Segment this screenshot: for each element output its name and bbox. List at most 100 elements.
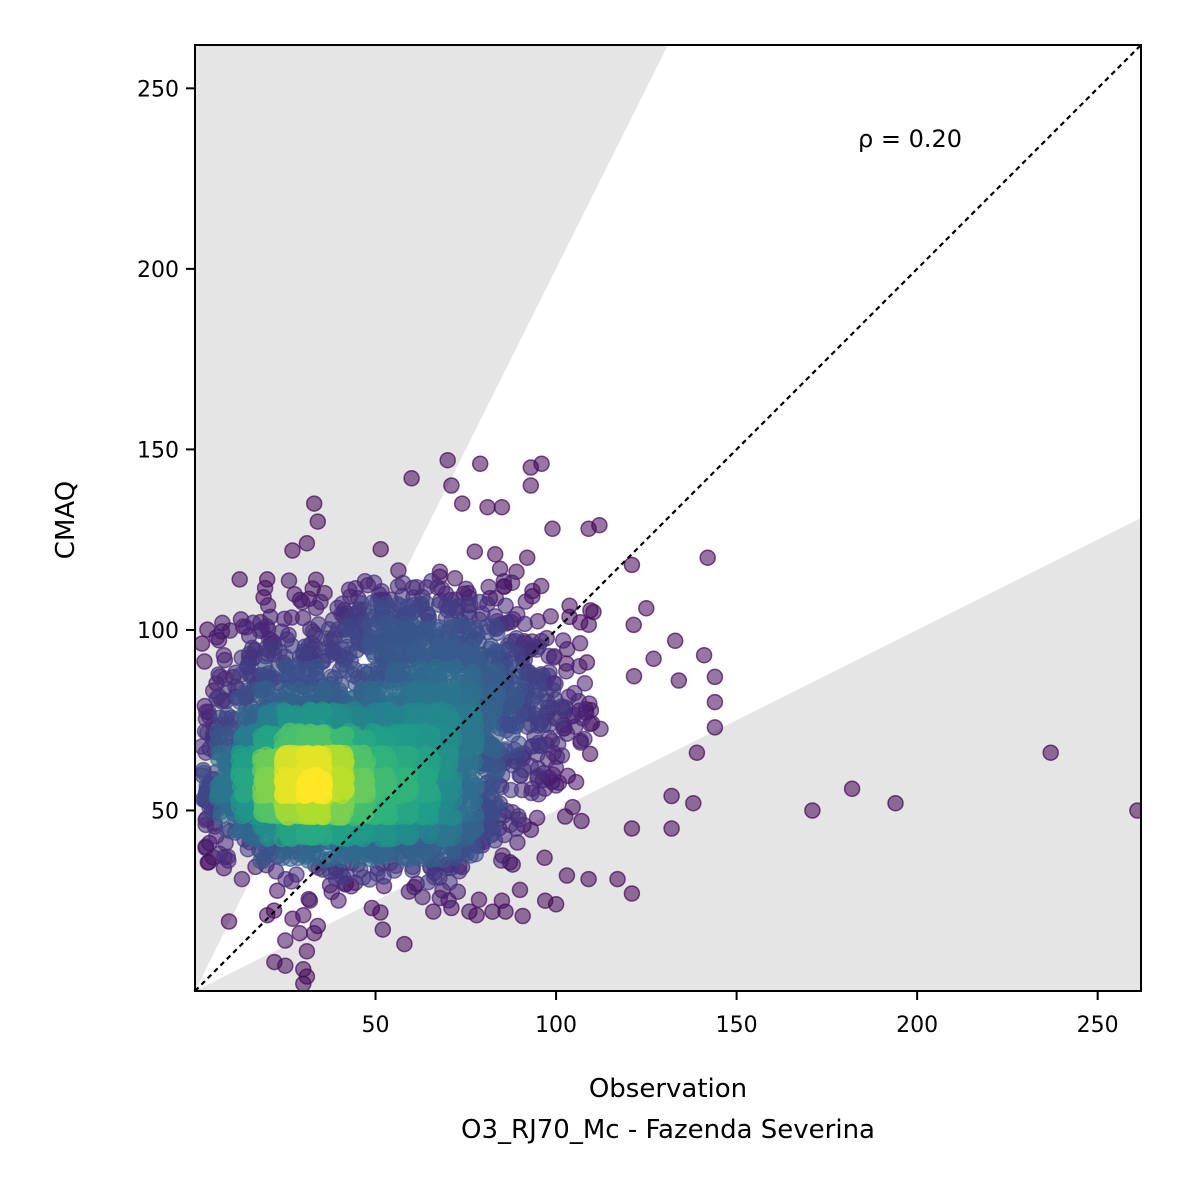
scatter-point [273,772,291,789]
y-axis-ticks: 50 100 150 200 250 [137,77,195,824]
scatter-point [576,675,594,692]
scatter-point [236,805,253,823]
scatter-point [706,693,724,711]
scatter-point [581,745,599,763]
scatter-point [503,574,521,592]
scatter-point [453,495,471,512]
scatter-point [294,594,311,611]
scatter-point [391,597,408,615]
scatter-point [220,913,238,930]
scatter-point [283,873,300,890]
x-axis-subtitle: O3_RJ70_Mc - Fazenda Severina [461,1115,875,1145]
scatter-point [580,616,598,634]
scatter-point [422,851,439,869]
scatter-point [623,820,641,837]
scatter-point [253,621,271,638]
scatter-point [443,477,460,494]
scatter-point [217,710,235,728]
scatter-point [522,459,540,476]
scatter-point [309,513,327,530]
scatter-point [482,779,500,796]
scatter-point [524,738,542,755]
scatter-point [533,666,550,683]
scatter-point [291,924,308,942]
scatter-point [395,725,413,742]
scatter-point [233,870,251,888]
scatter-point [550,774,568,791]
scatter-point [497,597,514,614]
scatter-point [446,570,464,587]
scatter-point [446,658,463,676]
scatter-point [307,599,325,617]
x-tick-label: 200 [896,1013,938,1038]
scatter-point [494,847,511,864]
scatter-point [316,680,333,697]
scatter-point [460,596,477,614]
scatter-point [258,679,275,697]
scatter-point [544,520,561,538]
scatter-point [645,650,662,668]
scatter-point [493,498,511,516]
scatter-point [277,957,294,974]
scatter-point [377,595,395,613]
scatter-point [210,666,227,683]
scatter-point [283,637,301,654]
y-axis-title: CMAQ [51,481,81,559]
scatter-point [531,681,549,699]
scatter-point [329,599,346,617]
scatter-point [300,890,317,908]
x-axis-title: Observation [589,1074,747,1104]
scatter-point [580,870,597,888]
scatter-point [532,577,550,595]
scatter-point [706,668,724,686]
y-tick-label: 200 [137,258,179,283]
scatter-point [663,820,680,837]
scatter-point [529,613,547,630]
scatter-point [389,578,407,595]
scatter-point [546,647,563,665]
scatter-point [582,602,599,619]
scatter-point [441,756,459,774]
scatter-point [638,600,655,617]
scatter-point [511,881,529,899]
scatter-point [284,542,301,559]
y-tick-label: 50 [151,799,179,824]
scatter-point [463,738,480,755]
scatter-point [468,778,485,795]
scatter-point [609,870,626,888]
y-tick-label: 250 [137,77,179,102]
scatter-point [518,549,536,566]
scatter-point [486,546,504,563]
y-tick-label: 100 [137,619,179,644]
scatter-point [423,572,440,590]
scatter-point [399,784,417,802]
scatter-points [195,451,1141,991]
scatter-point [358,780,375,798]
scatter-point [663,787,680,805]
scatter-point [305,495,323,512]
scatter-point [685,794,702,812]
y-tick-label: 150 [137,438,179,463]
scatter-point [670,672,688,689]
scatter-point [530,786,547,803]
scatter-point [395,749,413,766]
scatter-point [502,781,520,799]
scatter-point [196,653,213,670]
scatter-point [522,757,540,775]
correlation-annotation: ρ = 0.20 [858,125,962,153]
scatter-point [295,906,312,924]
scatter-point [311,704,329,721]
scatter-point [571,657,588,675]
scatter-point [420,873,437,891]
scatter-point [394,849,411,866]
scatter-point [354,830,372,848]
scatter-point [843,780,861,798]
scatter-point [573,812,590,830]
scatter-point [278,703,295,721]
scatter-point [523,716,540,734]
scatter-point [467,805,485,823]
scatter-point [466,543,484,560]
scatter-point [580,520,597,538]
scatter-point [706,719,724,736]
scatter-point [231,571,248,588]
